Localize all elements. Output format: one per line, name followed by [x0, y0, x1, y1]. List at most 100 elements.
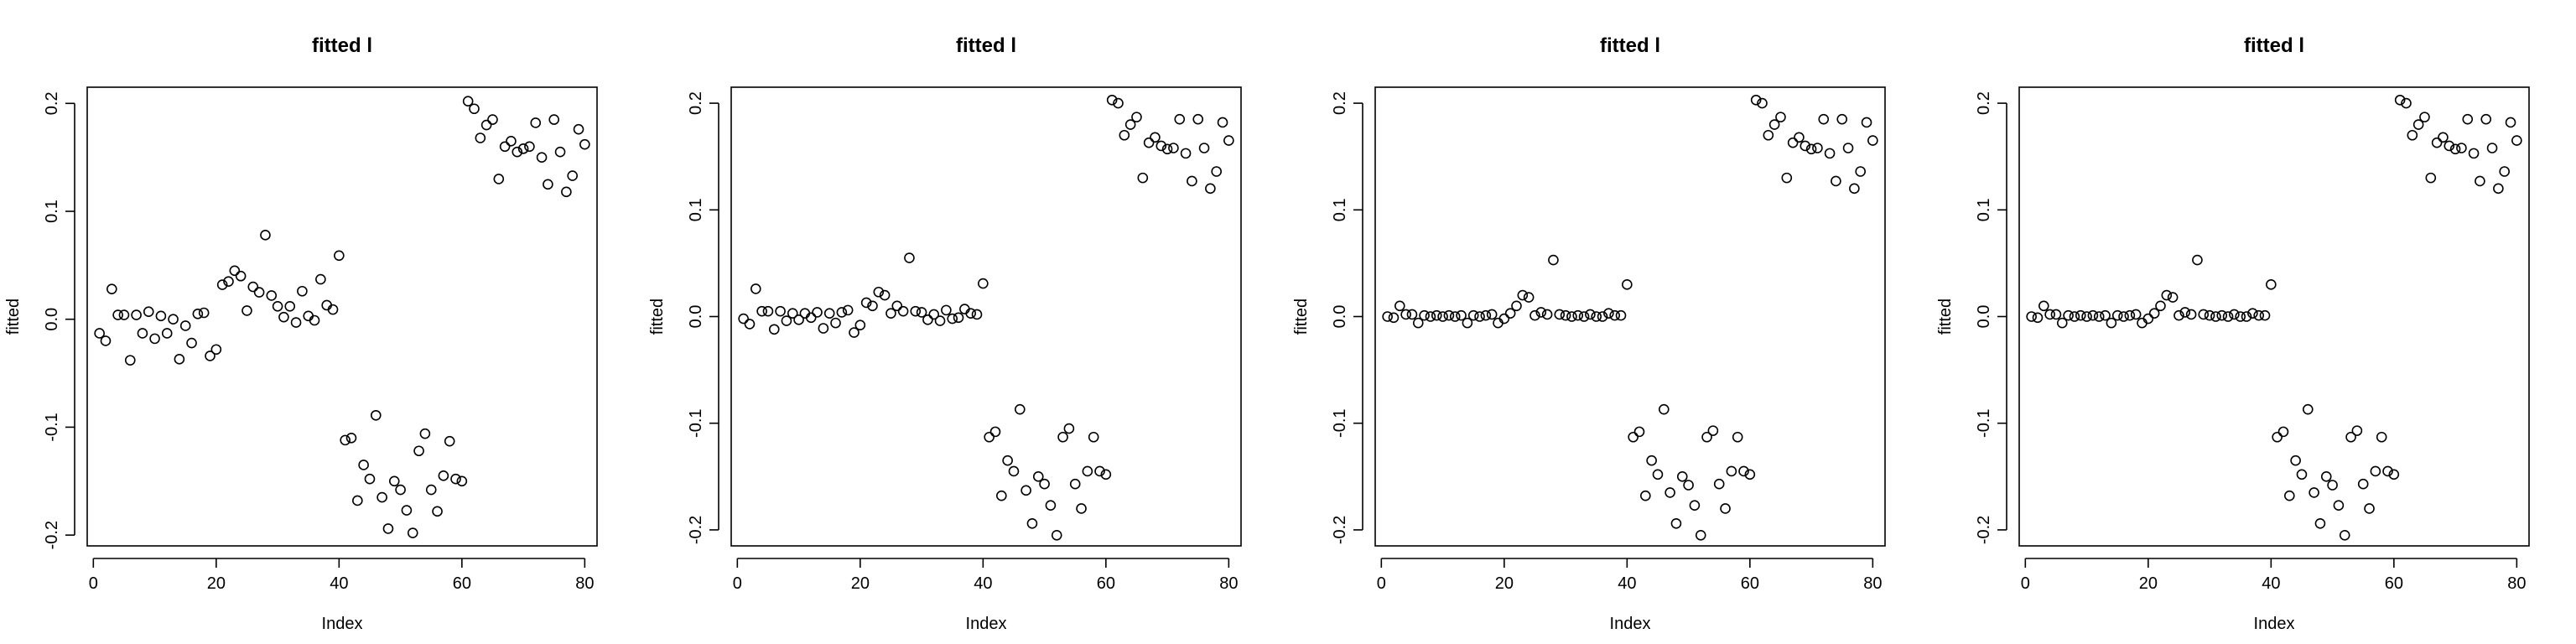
data-point [309, 314, 320, 326]
data-point [567, 170, 578, 181]
data-point [2320, 471, 2332, 482]
data-point [1143, 137, 1155, 148]
data-point [1198, 143, 1210, 153]
data-point [1400, 309, 1411, 320]
data-point [2364, 503, 2375, 514]
data-point [1032, 471, 1044, 482]
data-point [1640, 490, 1651, 501]
data-point [1406, 309, 1418, 320]
data-point [2063, 309, 2074, 321]
data-point [2106, 317, 2117, 329]
data-point [1578, 311, 1590, 322]
data-point [543, 179, 553, 190]
data-point [425, 484, 437, 496]
x-axis-label: Index [966, 615, 1007, 633]
data-point [475, 132, 486, 143]
data-point [2266, 279, 2277, 290]
data-point [1824, 148, 1836, 159]
data-point [1591, 311, 1602, 322]
data-point [2351, 425, 2363, 436]
data-point [2241, 311, 2252, 322]
data-point [818, 323, 829, 334]
data-point [1106, 94, 1118, 106]
data-point [1670, 517, 1682, 529]
data-point [1633, 426, 1645, 438]
data-point [1768, 119, 1780, 130]
data-point [2505, 117, 2516, 128]
data-point [756, 305, 767, 317]
data-point [2444, 140, 2455, 152]
data-point [1124, 119, 1136, 130]
data-point [2174, 309, 2184, 321]
data-point [978, 278, 989, 289]
data-point [762, 305, 774, 317]
data-point [2167, 292, 2179, 303]
data-point [744, 319, 756, 330]
data-point [2087, 309, 2099, 321]
data-point [143, 306, 154, 318]
data-point [278, 311, 289, 323]
data-point [1517, 289, 1529, 301]
data-point [1744, 469, 1756, 480]
x-tick-label: 20 [207, 574, 226, 593]
chart-panel-4: fitted l 0 20 40 60 80 Index -0.2 -0.1 0.0 0.1 0.2 f… [1936, 34, 2530, 633]
data-point [2333, 500, 2345, 511]
data-point [1412, 317, 1424, 329]
data-point [1867, 135, 1878, 146]
data-point [512, 146, 523, 158]
x-axis-label: Index [1610, 615, 1651, 633]
data-point [2259, 309, 2271, 321]
data-point [1836, 113, 1848, 125]
data-point [94, 328, 105, 339]
y-tick-label: -0.1 [43, 413, 61, 441]
data-point [2357, 478, 2369, 490]
data-point [469, 103, 480, 115]
data-point [2277, 426, 2289, 438]
data-point [1456, 309, 1467, 321]
data-point [290, 317, 302, 328]
data-point [1498, 313, 1510, 325]
data-point [334, 250, 345, 262]
data-point [2314, 517, 2326, 529]
x-tick-label: 40 [974, 574, 992, 593]
data-point [1805, 143, 1817, 155]
data-point [1069, 478, 1081, 490]
data-point [2210, 311, 2221, 322]
data-point [1192, 113, 1204, 125]
data-point [1474, 311, 1485, 322]
data-point [1585, 309, 1596, 320]
data-point [1168, 143, 1179, 153]
data-point [260, 230, 271, 241]
data-point [1094, 465, 1105, 477]
data-point [1425, 311, 1436, 322]
data-point [1665, 487, 1675, 498]
data-point [768, 324, 780, 335]
chart-title: fitted l [956, 34, 1016, 57]
data-point [1842, 143, 1854, 153]
y-tick-label: 0.1 [1975, 198, 1993, 221]
data-point [573, 123, 584, 135]
y-tick-label: -0.2 [43, 521, 61, 549]
data-point [161, 328, 173, 339]
data-point [1855, 166, 1866, 177]
x-tick-label: 60 [2385, 574, 2403, 593]
plot-frame [730, 86, 1242, 547]
data-point [842, 304, 854, 316]
data-point [2438, 132, 2449, 143]
x-tick-label: 0 [2021, 574, 2030, 593]
data-point [352, 495, 363, 506]
data-point [2148, 308, 2160, 319]
data-point [781, 315, 792, 326]
x-axis-label: Index [2254, 615, 2295, 633]
data-point [1161, 143, 1173, 155]
data-point [2425, 172, 2437, 184]
x-tick-label: 0 [1377, 574, 1386, 593]
chart-title: fitted l [1600, 34, 1660, 57]
data-point [487, 114, 498, 125]
data-point [1431, 309, 1442, 321]
data-point [984, 431, 995, 443]
data-point [1763, 129, 1774, 141]
data-point [247, 281, 259, 293]
y-tick-label: -0.1 [1331, 408, 1349, 437]
data-point [2499, 166, 2510, 177]
